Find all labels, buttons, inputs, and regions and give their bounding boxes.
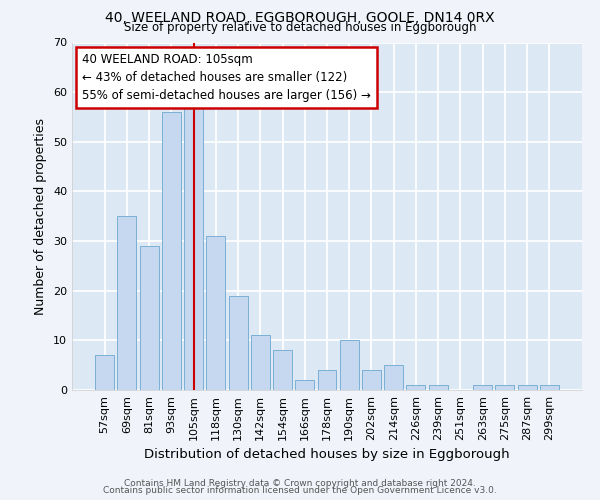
Bar: [496, 385, 514, 390]
Bar: [273, 350, 292, 390]
Bar: [206, 236, 225, 390]
Text: 40 WEELAND ROAD: 105sqm
← 43% of detached houses are smaller (122)
55% of semi-d: 40 WEELAND ROAD: 105sqm ← 43% of detache…: [82, 53, 371, 102]
Bar: [317, 370, 337, 390]
Bar: [140, 246, 158, 390]
Text: 40, WEELAND ROAD, EGGBOROUGH, GOOLE, DN14 0RX: 40, WEELAND ROAD, EGGBOROUGH, GOOLE, DN1…: [105, 11, 495, 25]
Bar: [384, 365, 403, 390]
Text: Contains HM Land Registry data © Crown copyright and database right 2024.: Contains HM Land Registry data © Crown c…: [124, 478, 476, 488]
Bar: [95, 355, 114, 390]
Bar: [118, 216, 136, 390]
Bar: [184, 102, 203, 390]
Y-axis label: Number of detached properties: Number of detached properties: [34, 118, 47, 315]
X-axis label: Distribution of detached houses by size in Eggborough: Distribution of detached houses by size …: [144, 448, 510, 462]
Bar: [518, 385, 536, 390]
Text: Size of property relative to detached houses in Eggborough: Size of property relative to detached ho…: [124, 21, 476, 34]
Bar: [406, 385, 425, 390]
Bar: [340, 340, 359, 390]
Bar: [251, 336, 270, 390]
Bar: [540, 385, 559, 390]
Bar: [473, 385, 492, 390]
Text: Contains public sector information licensed under the Open Government Licence v3: Contains public sector information licen…: [103, 486, 497, 495]
Bar: [362, 370, 381, 390]
Bar: [162, 112, 181, 390]
Bar: [295, 380, 314, 390]
Bar: [429, 385, 448, 390]
Bar: [229, 296, 248, 390]
